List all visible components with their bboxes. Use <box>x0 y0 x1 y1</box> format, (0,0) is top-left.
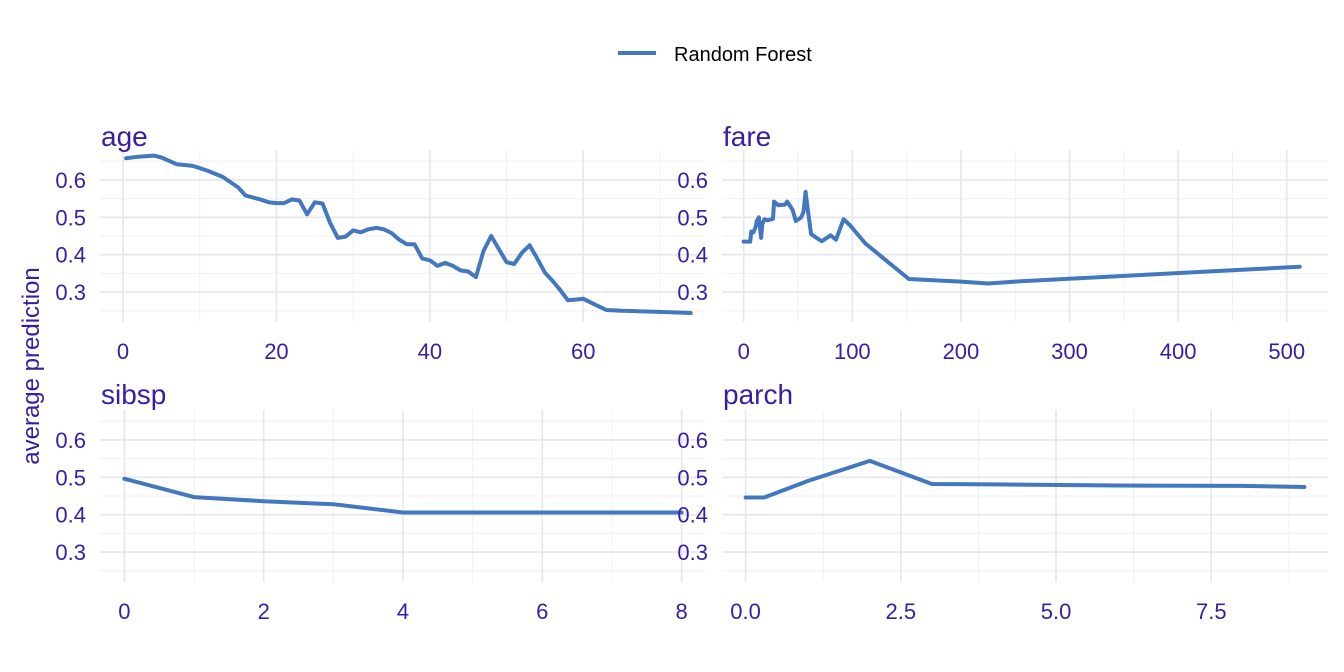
panel-sibsp: sibsp 0.3 0.4 0.5 0.6 0 2 4 6 8 <box>55 379 706 624</box>
x-tick-label: 0 <box>118 599 130 624</box>
legend-label-random-forest: Random Forest <box>674 44 812 66</box>
y-tick-label: 0.4 <box>55 243 86 268</box>
y-tick-label: 0.4 <box>55 503 86 528</box>
x-tick-label: 0.0 <box>730 599 761 624</box>
y-axis-title: average prediction <box>18 267 45 464</box>
x-tick-label: 400 <box>1160 339 1197 364</box>
panel-fare: fare 0.3 0.4 0.5 0.6 0 100 200 300 400 500 <box>677 121 1328 364</box>
panel-title-parch: parch <box>723 379 793 410</box>
x-tick-label: 5.0 <box>1041 599 1072 624</box>
x-tick-label: 200 <box>943 339 980 364</box>
x-tick-label: 0 <box>738 339 750 364</box>
panel-title-fare: fare <box>723 121 771 152</box>
x-tick-label: 6 <box>536 599 548 624</box>
x-tick-label: 500 <box>1268 339 1305 364</box>
x-tick-label: 100 <box>834 339 871 364</box>
x-tick-label: 4 <box>397 599 409 624</box>
x-tick-label: 60 <box>571 339 595 364</box>
x-tick-label: 2.5 <box>886 599 917 624</box>
x-tick-label: 8 <box>675 599 687 624</box>
y-tick-label: 0.4 <box>677 243 708 268</box>
x-tick-label: 7.5 <box>1196 599 1227 624</box>
panel-title-sibsp: sibsp <box>101 379 166 410</box>
y-tick-label: 0.6 <box>677 428 708 453</box>
y-tick-label: 0.6 <box>55 428 86 453</box>
y-tick-label: 0.5 <box>55 465 86 490</box>
series-line-random-forest <box>743 458 1307 500</box>
panel-parch: parch 0.3 0.4 0.5 0.6 0.0 2.5 5.0 7.5 <box>677 379 1328 624</box>
x-tick-label: 0 <box>117 339 129 364</box>
y-tick-label: 0.3 <box>677 280 708 305</box>
series-line-random-forest <box>741 189 1302 286</box>
y-tick-label: 0.5 <box>677 465 708 490</box>
legend: Random Forest <box>618 44 812 66</box>
x-tick-label: 40 <box>418 339 442 364</box>
y-tick-label: 0.5 <box>677 205 708 230</box>
y-tick-label: 0.5 <box>55 205 86 230</box>
series-line-random-forest <box>124 153 693 315</box>
y-tick-label: 0.6 <box>55 168 86 193</box>
y-tick-label: 0.3 <box>677 540 708 565</box>
y-tick-label: 0.3 <box>55 540 86 565</box>
x-tick-label: 20 <box>264 339 288 364</box>
panel-age: age 0.3 0.4 0.5 0.6 0 20 40 60 <box>55 121 706 364</box>
x-tick-label: 300 <box>1051 339 1088 364</box>
y-tick-label: 0.4 <box>677 503 708 528</box>
x-tick-label: 2 <box>258 599 270 624</box>
panel-title-age: age <box>101 121 148 152</box>
series-line-random-forest <box>122 476 684 515</box>
y-tick-label: 0.3 <box>55 280 86 305</box>
y-tick-label: 0.6 <box>677 168 708 193</box>
